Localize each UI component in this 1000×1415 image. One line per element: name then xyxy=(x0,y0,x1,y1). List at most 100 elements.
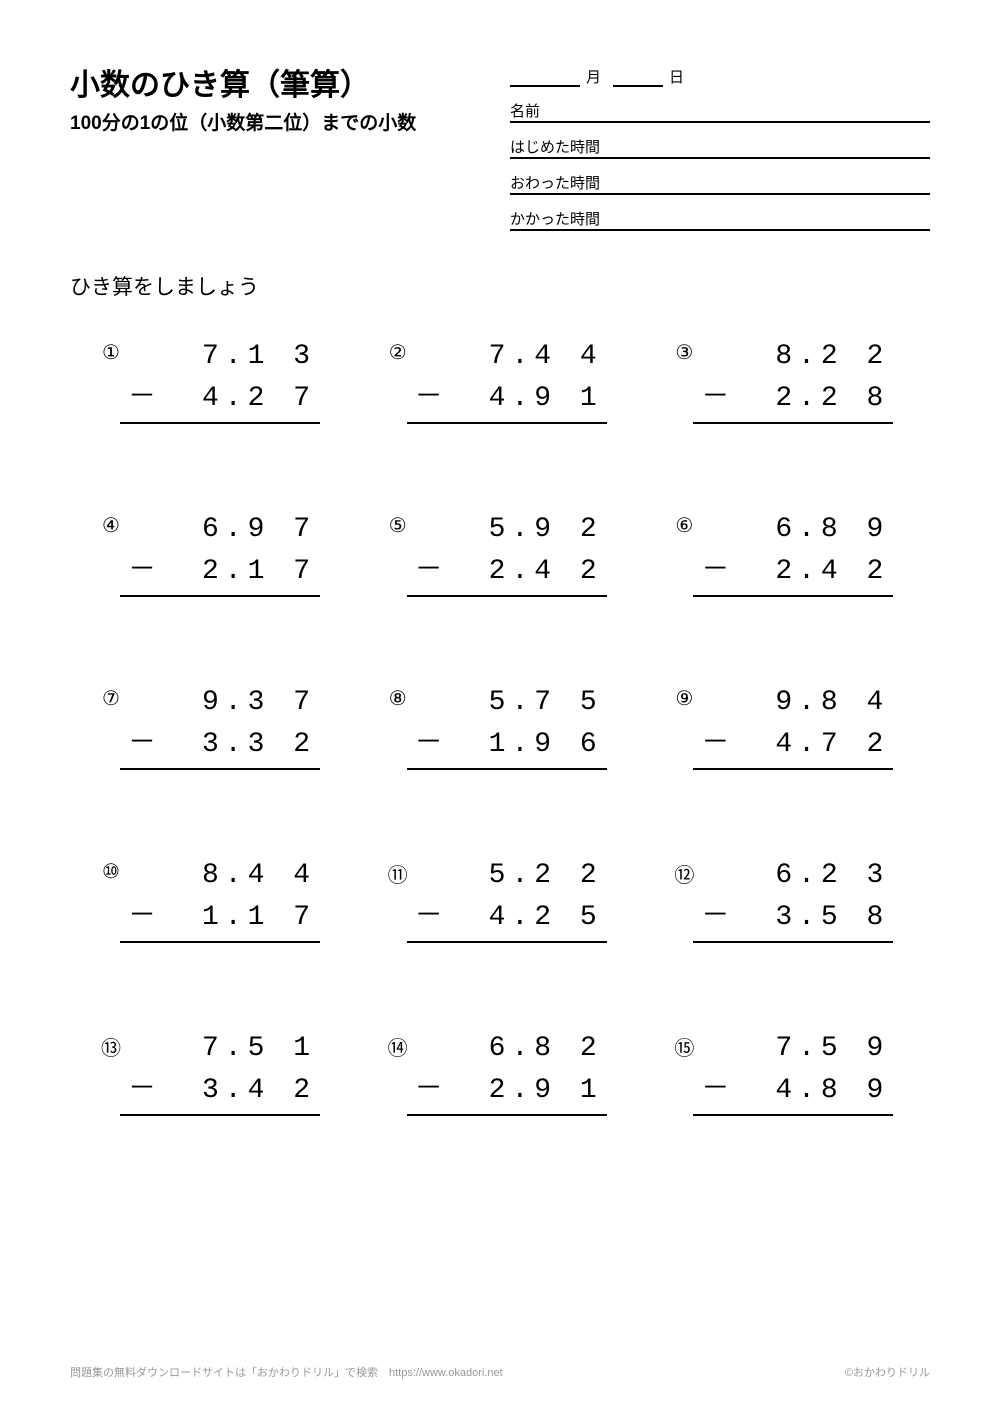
minus-sign: － xyxy=(701,724,735,766)
end-time-row: おわった時間 xyxy=(510,169,930,195)
problem-math: 8.2 2－2.2 8 xyxy=(693,336,893,424)
header: 小数のひき算（筆算） 100分の1の位（小数第二位）までの小数 月 日 名前 は… xyxy=(70,60,930,241)
problem: ⑧5.7 5－ 1.9 6 xyxy=(387,682,614,770)
minus-sign: － xyxy=(415,724,449,766)
minus-sign: － xyxy=(701,897,735,939)
subtrahend-value: 4.8 9 xyxy=(775,1075,889,1106)
subtrahend: － 1.9 6 xyxy=(407,724,607,770)
month-blank xyxy=(510,67,580,87)
minus-sign: － xyxy=(415,897,449,939)
header-right: 月 日 名前 はじめた時間 おわった時間 かかった時間 xyxy=(510,60,930,241)
minuend: 5.7 5 xyxy=(407,682,607,724)
problem-math: 6.8 9－ 2.4 2 xyxy=(693,509,893,597)
worksheet-title: 小数のひき算（筆算） xyxy=(70,60,510,104)
problem: ⑬7.5 1－3.4 2 xyxy=(100,1028,327,1116)
problem-math: 9.8 4－ 4.7 2 xyxy=(693,682,893,770)
problem: ③8.2 2－2.2 8 xyxy=(673,336,900,424)
subtrahend-value: 1.9 6 xyxy=(489,729,603,760)
minus-sign: － xyxy=(415,378,449,420)
footer-right: ©おかわりドリル xyxy=(845,1364,930,1380)
subtrahend-value: 2.1 7 xyxy=(202,556,316,587)
problem-math: 6.8 2－ 2.9 1 xyxy=(407,1028,607,1116)
problem: ②7.4 4－4.9 1 xyxy=(387,336,614,424)
subtrahend: －2.4 2 xyxy=(407,551,607,597)
subtrahend: － 4.8 9 xyxy=(693,1070,893,1116)
day-blank xyxy=(613,67,663,87)
problem-math: 5.9 2－2.4 2 xyxy=(407,509,607,597)
minus-sign: － xyxy=(415,1070,449,1112)
subtrahend: － 2.1 7 xyxy=(120,551,320,597)
problem-number: ⑧ xyxy=(385,686,411,712)
subtrahend-value: 2.2 8 xyxy=(775,383,889,414)
subtrahend: －3.4 2 xyxy=(120,1070,320,1116)
header-left: 小数のひき算（筆算） 100分の1の位（小数第二位）までの小数 xyxy=(70,60,510,241)
minus-sign: － xyxy=(128,897,162,939)
minuend: 6.8 9 xyxy=(693,509,893,551)
problem: ⑫6.2 3－ 3.5 8 xyxy=(673,855,900,943)
footer: 問題集の無料ダウンロードサイトは「おかわりドリル」で検索 https://www… xyxy=(70,1364,930,1380)
problem-number: ⑩ xyxy=(98,859,124,885)
duration-label: かかった時間 xyxy=(510,208,600,229)
subtrahend: － 4.2 5 xyxy=(407,897,607,943)
subtrahend: －2.2 8 xyxy=(693,378,893,424)
problem-number: ④ xyxy=(98,513,124,539)
problem-number: ⑨ xyxy=(671,686,697,712)
minuend: 5.2 2 xyxy=(407,855,607,897)
minus-sign: － xyxy=(701,551,735,593)
subtrahend-value: 3.5 8 xyxy=(775,902,889,933)
problem-number: ⑤ xyxy=(385,513,411,539)
minuend: 7.5 9 xyxy=(693,1028,893,1070)
subtrahend-value: 2.4 2 xyxy=(489,556,603,587)
subtrahend: － 2.9 1 xyxy=(407,1070,607,1116)
day-label: 日 xyxy=(669,66,684,87)
problems-grid: ①7.1 3－4.2 7②7.4 4－4.9 1③8.2 2－2.2 8④6.9… xyxy=(70,336,930,1116)
subtrahend: － 3.5 8 xyxy=(693,897,893,943)
problem: ⑨9.8 4－ 4.7 2 xyxy=(673,682,900,770)
problem-math: 6.9 7－ 2.1 7 xyxy=(120,509,320,597)
subtrahend: － 4.7 2 xyxy=(693,724,893,770)
subtrahend: － 2.4 2 xyxy=(693,551,893,597)
duration-row: かかった時間 xyxy=(510,205,930,231)
problem: ④6.9 7－ 2.1 7 xyxy=(100,509,327,597)
minuend: 6.2 3 xyxy=(693,855,893,897)
subtrahend-value: 4.7 2 xyxy=(775,729,889,760)
problem: ⑩8.4 4－ 1.1 7 xyxy=(100,855,327,943)
worksheet-subtitle: 100分の1の位（小数第二位）までの小数 xyxy=(70,108,510,135)
problem: ⑪5.2 2－4.2 5 xyxy=(387,855,614,943)
problem-math: 7.1 3－4.2 7 xyxy=(120,336,320,424)
problem-number: ⑮ xyxy=(671,1032,697,1058)
minus-sign: － xyxy=(128,551,162,593)
name-label: 名前 xyxy=(510,100,600,121)
subtrahend-value: 2.9 1 xyxy=(489,1075,603,1106)
subtrahend-value: 2.4 2 xyxy=(775,556,889,587)
start-time-label: はじめた時間 xyxy=(510,136,600,157)
minuend: 8.4 4 xyxy=(120,855,320,897)
problem-math: 6.2 3－ 3.5 8 xyxy=(693,855,893,943)
problem-math: 9.3 7－3.3 2 xyxy=(120,682,320,770)
problem: ⑤5.9 2－2.4 2 xyxy=(387,509,614,597)
problem-math: 7.4 4－4.9 1 xyxy=(407,336,607,424)
problem-math: 8.4 4－ 1.1 7 xyxy=(120,855,320,943)
problem-number: ⑥ xyxy=(671,513,697,539)
subtrahend-value: 1.1 7 xyxy=(202,902,316,933)
problem: ⑮7.5 9－ 4.8 9 xyxy=(673,1028,900,1116)
subtrahend: －4.2 7 xyxy=(120,378,320,424)
minuend: 7.1 3 xyxy=(120,336,320,378)
problem-number: ⑭ xyxy=(385,1032,411,1058)
problem-number: ① xyxy=(98,340,124,366)
minuend: 5.9 2 xyxy=(407,509,607,551)
minuend: 6.8 2 xyxy=(407,1028,607,1070)
minuend: 9.8 4 xyxy=(693,682,893,724)
problem-number: ③ xyxy=(671,340,697,366)
subtrahend-value: 4.2 7 xyxy=(202,383,316,414)
minus-sign: － xyxy=(701,1070,735,1112)
problem-number: ⑫ xyxy=(671,859,697,885)
problem: ⑦9.3 7－3.3 2 xyxy=(100,682,327,770)
problem: ①7.1 3－4.2 7 xyxy=(100,336,327,424)
minuend: 6.9 7 xyxy=(120,509,320,551)
end-time-label: おわった時間 xyxy=(510,172,600,193)
name-row: 名前 xyxy=(510,97,930,123)
subtrahend: － 1.1 7 xyxy=(120,897,320,943)
subtrahend-value: 4.2 5 xyxy=(489,902,603,933)
month-label: 月 xyxy=(586,66,601,87)
